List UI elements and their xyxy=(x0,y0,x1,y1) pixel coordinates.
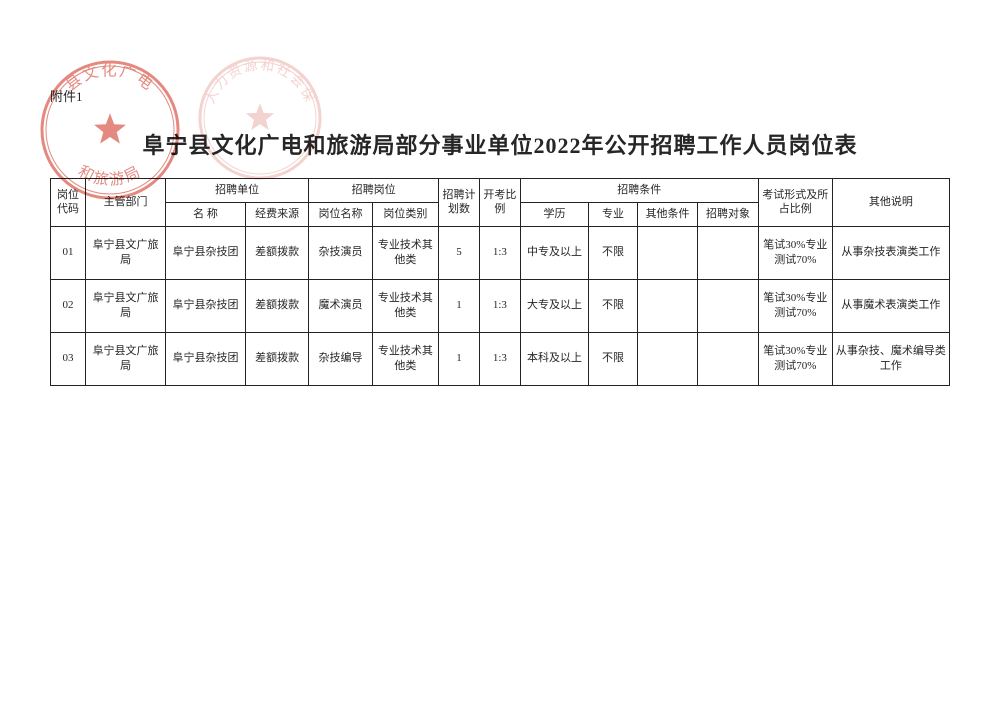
cell-plan_count: 5 xyxy=(438,226,479,279)
th-unit-name: 名 称 xyxy=(166,202,246,226)
th-ratio: 开考比例 xyxy=(479,179,520,227)
cell-code: 02 xyxy=(51,279,86,332)
cell-major: 不限 xyxy=(589,279,638,332)
svg-text:县文化广电: 县文化广电 xyxy=(63,61,158,94)
cell-major: 不限 xyxy=(589,332,638,385)
cell-edu: 中专及以上 xyxy=(520,226,588,279)
cell-major: 不限 xyxy=(589,226,638,279)
th-fund: 经费来源 xyxy=(245,202,308,226)
cell-edu: 大专及以上 xyxy=(520,279,588,332)
th-post-name: 岗位名称 xyxy=(309,202,372,226)
cell-exam_form: 笔试30%专业测试70% xyxy=(758,279,832,332)
svg-text:人力资源和社会保: 人力资源和社会保 xyxy=(202,57,318,106)
cell-code: 01 xyxy=(51,226,86,279)
cell-dept: 阜宁县文广旅局 xyxy=(86,226,166,279)
th-major: 专业 xyxy=(589,202,638,226)
cell-target xyxy=(698,279,758,332)
cell-remark: 从事魔术表演类工作 xyxy=(832,279,949,332)
cell-remark: 从事杂技、魔术编导类工作 xyxy=(832,332,949,385)
cell-unit_name: 阜宁县杂技团 xyxy=(166,226,246,279)
th-cond-group: 招聘条件 xyxy=(520,179,758,203)
cell-other_cond xyxy=(637,226,697,279)
cell-open_ratio: 1:3 xyxy=(479,279,520,332)
cell-open_ratio: 1:3 xyxy=(479,226,520,279)
cell-target xyxy=(698,332,758,385)
cell-other_cond xyxy=(637,332,697,385)
svg-text:和旅游局: 和旅游局 xyxy=(75,162,144,189)
th-remark: 其他说明 xyxy=(832,179,949,227)
cell-unit_name: 阜宁县杂技团 xyxy=(166,332,246,385)
th-post-group: 招聘岗位 xyxy=(309,179,439,203)
stamp-0: 县文化广电和旅游局 xyxy=(40,60,180,200)
cell-fund_source: 差额拨款 xyxy=(245,226,308,279)
th-edu: 学历 xyxy=(520,202,588,226)
cell-edu: 本科及以上 xyxy=(520,332,588,385)
table-row: 03阜宁县文广旅局阜宁县杂技团差额拨款杂技编导专业技术其他类11:3本科及以上不… xyxy=(51,332,950,385)
table-row: 01阜宁县文广旅局阜宁县杂技团差额拨款杂技演员专业技术其他类51:3中专及以上不… xyxy=(51,226,950,279)
th-post-type: 岗位类别 xyxy=(372,202,438,226)
cell-dept: 阜宁县文广旅局 xyxy=(86,279,166,332)
cell-post_type: 专业技术其他类 xyxy=(372,332,438,385)
table-row: 02阜宁县文广旅局阜宁县杂技团差额拨款魔术演员专业技术其他类11:3大专及以上不… xyxy=(51,279,950,332)
cell-open_ratio: 1:3 xyxy=(479,332,520,385)
cell-post_name: 魔术演员 xyxy=(309,279,372,332)
cell-target xyxy=(698,226,758,279)
cell-post_name: 杂技演员 xyxy=(309,226,372,279)
page: 附件1 阜宁县文化广电和旅游局部分事业单位2022年公开招聘工作人员岗位表 岗位… xyxy=(0,0,1000,704)
cell-exam_form: 笔试30%专业测试70% xyxy=(758,226,832,279)
th-target: 招聘对象 xyxy=(698,202,758,226)
cell-exam_form: 笔试30%专业测试70% xyxy=(758,332,832,385)
cell-code: 03 xyxy=(51,332,86,385)
cell-unit_name: 阜宁县杂技团 xyxy=(166,279,246,332)
th-unit-group: 招聘单位 xyxy=(166,179,309,203)
cell-plan_count: 1 xyxy=(438,279,479,332)
cell-fund_source: 差额拨款 xyxy=(245,279,308,332)
table-head: 岗位代码 主管部门 招聘单位 招聘岗位 招聘计划数 开考比例 招聘条件 考试形式… xyxy=(51,179,950,227)
cell-post_name: 杂技编导 xyxy=(309,332,372,385)
job-table: 岗位代码 主管部门 招聘单位 招聘岗位 招聘计划数 开考比例 招聘条件 考试形式… xyxy=(50,178,950,386)
stamp-1: 人力资源和社会保 xyxy=(198,56,322,180)
cell-post_type: 专业技术其他类 xyxy=(372,226,438,279)
cell-plan_count: 1 xyxy=(438,332,479,385)
cell-dept: 阜宁县文广旅局 xyxy=(86,332,166,385)
cell-remark: 从事杂技表演类工作 xyxy=(832,226,949,279)
page-title: 阜宁县文化广电和旅游局部分事业单位2022年公开招聘工作人员岗位表 xyxy=(50,128,950,160)
cell-post_type: 专业技术其他类 xyxy=(372,279,438,332)
th-plan: 招聘计划数 xyxy=(438,179,479,227)
th-other: 其他条件 xyxy=(637,202,697,226)
table-body: 01阜宁县文广旅局阜宁县杂技团差额拨款杂技演员专业技术其他类51:3中专及以上不… xyxy=(51,226,950,385)
cell-other_cond xyxy=(637,279,697,332)
th-exam: 考试形式及所占比例 xyxy=(758,179,832,227)
cell-fund_source: 差额拨款 xyxy=(245,332,308,385)
